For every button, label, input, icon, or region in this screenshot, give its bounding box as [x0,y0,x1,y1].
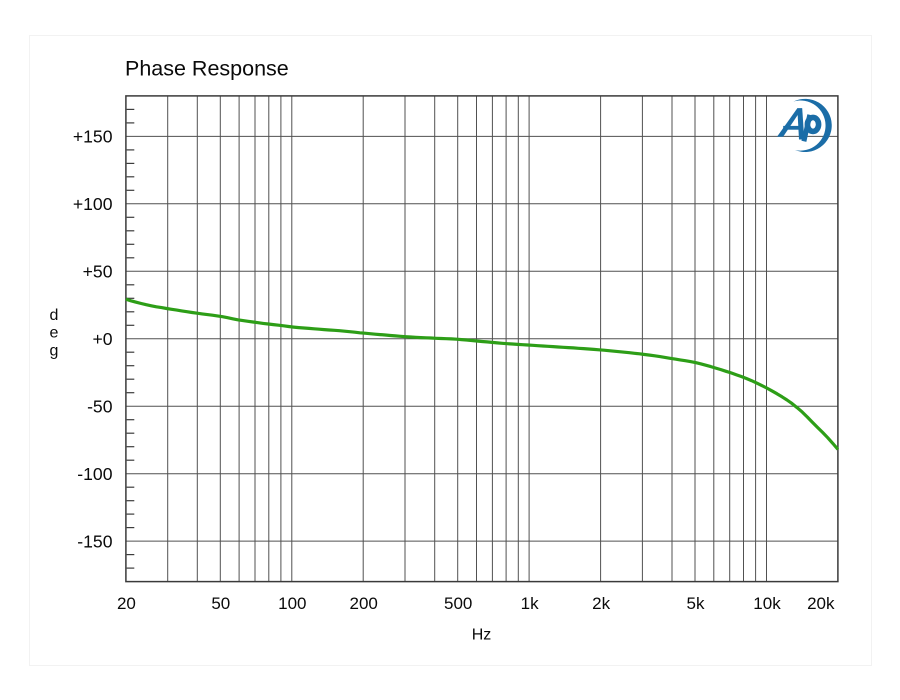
svg-text:+100: +100 [73,194,113,214]
svg-text:500: 500 [444,594,472,613]
svg-text:-50: -50 [87,397,113,417]
svg-text:20: 20 [117,594,136,613]
svg-text:-150: -150 [77,531,112,551]
svg-text:g: g [50,342,59,359]
svg-text:200: 200 [350,594,378,613]
svg-text:100: 100 [278,594,306,613]
svg-text:10k: 10k [753,594,781,613]
svg-text:1k: 1k [521,594,539,613]
svg-text:20k: 20k [807,594,835,613]
svg-text:Phase Response: Phase Response [125,57,289,81]
svg-text:+150: +150 [73,127,113,147]
svg-text:d: d [50,307,59,324]
svg-text:50: 50 [211,594,230,613]
svg-text:Hz: Hz [472,627,492,644]
svg-text:e: e [50,325,59,342]
svg-text:-100: -100 [77,464,112,484]
svg-text:+50: +50 [83,262,113,282]
svg-text:2k: 2k [592,594,610,613]
svg-text:+0: +0 [92,329,112,349]
svg-text:5k: 5k [687,594,705,613]
